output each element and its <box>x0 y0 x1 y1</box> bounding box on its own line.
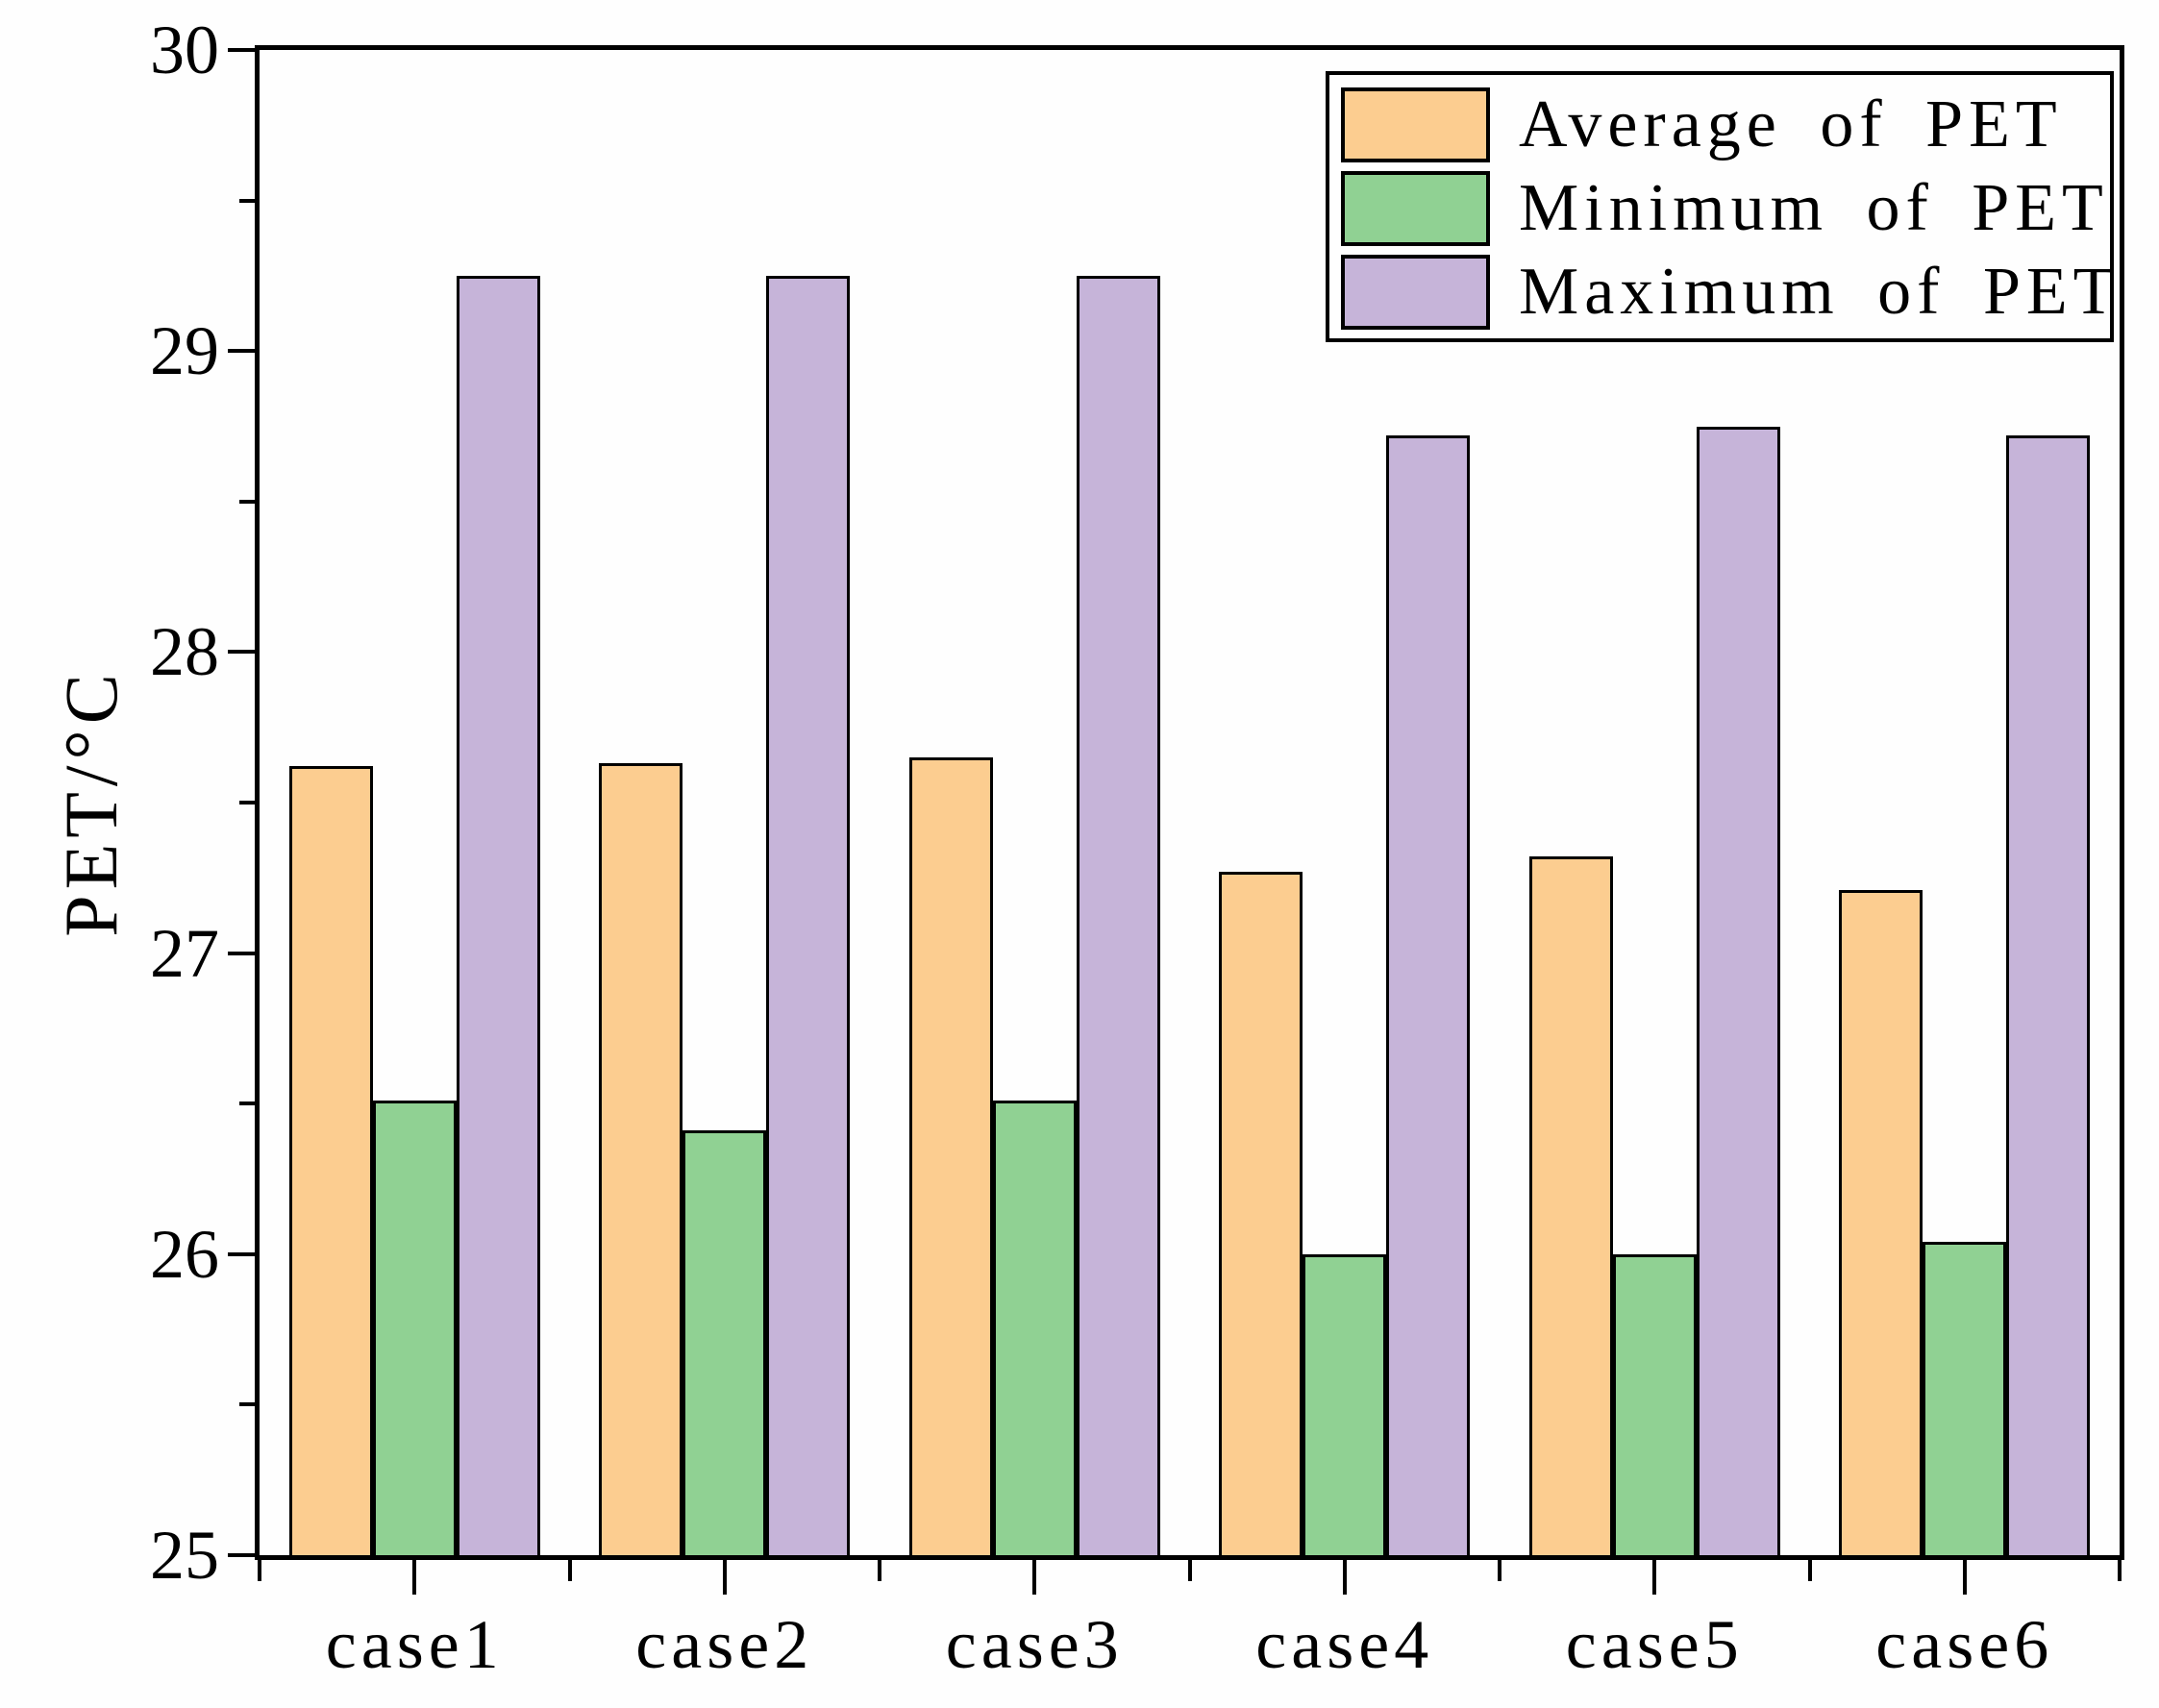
x-boundary-tick-2 <box>878 1560 881 1581</box>
bar-case4-average-of-pet <box>1219 872 1303 1555</box>
y-tick-label-25: 25 <box>150 1517 219 1594</box>
y-tick-label-30: 30 <box>150 12 219 88</box>
x-tick-label-case3: case3 <box>945 1606 1124 1683</box>
x-major-tick-case4 <box>1342 1560 1347 1595</box>
x-boundary-tick-0 <box>258 1560 261 1581</box>
legend-item-average: Average of PET <box>1341 87 2110 162</box>
legend-item-maximum: Maximum of PET <box>1341 255 2114 330</box>
legend: Average of PET Minimum of PET Maximum of… <box>1326 71 2114 342</box>
bar-case5-minimum-of-pet <box>1612 1253 1697 1555</box>
legend-label-average: Average of PET <box>1519 87 2063 161</box>
y-major-tick-26 <box>228 1251 255 1256</box>
bar-case5-average-of-pet <box>1528 856 1613 1555</box>
bar-case1-average-of-pet <box>288 766 373 1555</box>
y-tick-label-28: 28 <box>150 613 219 691</box>
x-boundary-tick-4 <box>1498 1560 1501 1581</box>
bar-case2-average-of-pet <box>599 763 683 1555</box>
y-major-tick-25 <box>228 1553 255 1557</box>
x-tick-label-case2: case2 <box>635 1606 814 1683</box>
x-tick-label-case1: case1 <box>325 1606 504 1683</box>
legend-item-minimum: Minimum of PET <box>1341 171 2110 246</box>
legend-swatch-minimum <box>1341 171 1490 246</box>
x-boundary-tick-5 <box>1807 1560 1812 1581</box>
bar-case4-maximum-of-pet <box>1386 434 1471 1555</box>
y-major-tick-30 <box>228 48 255 52</box>
y-minor-tick-28.5 <box>239 499 255 504</box>
bar-case5-maximum-of-pet <box>1696 426 1780 1555</box>
y-minor-tick-27.5 <box>239 801 255 804</box>
x-tick-label-case4: case4 <box>1255 1606 1434 1683</box>
y-major-tick-27 <box>228 951 255 955</box>
x-major-tick-case5 <box>1652 1560 1657 1595</box>
bar-case4-minimum-of-pet <box>1303 1253 1387 1555</box>
x-tick-label-case5: case5 <box>1565 1606 1744 1683</box>
y-major-tick-28 <box>228 650 255 655</box>
x-boundary-tick-6 <box>2118 1560 2122 1581</box>
x-tick-label-case6: case6 <box>1875 1606 2054 1683</box>
y-minor-tick-26.5 <box>239 1102 255 1106</box>
y-tick-label-29: 29 <box>150 312 219 390</box>
bar-case3-average-of-pet <box>908 757 993 1555</box>
bar-case6-maximum-of-pet <box>2006 434 2091 1555</box>
x-boundary-tick-1 <box>567 1560 572 1581</box>
y-minor-tick-25.5 <box>239 1402 255 1407</box>
y-axis-title: PET/°C <box>49 668 133 937</box>
x-boundary-tick-3 <box>1187 1560 1192 1581</box>
y-tick-label-27: 27 <box>150 914 219 992</box>
bar-case3-maximum-of-pet <box>1076 275 1160 1555</box>
x-major-tick-case2 <box>722 1560 727 1595</box>
y-major-tick-29 <box>228 349 255 354</box>
x-major-tick-case3 <box>1032 1560 1037 1595</box>
bar-case6-average-of-pet <box>1839 889 1923 1555</box>
legend-label-minimum: Minimum of PET <box>1519 171 2109 245</box>
y-tick-label-26: 26 <box>150 1215 219 1293</box>
plot-area: Average of PET Minimum of PET Maximum of… <box>228 45 2124 1595</box>
bar-case3-minimum-of-pet <box>992 1101 1077 1555</box>
bar-case2-maximum-of-pet <box>766 275 851 1555</box>
legend-label-maximum: Maximum of PET <box>1519 255 2121 329</box>
x-major-tick-case1 <box>412 1560 417 1595</box>
bar-case6-minimum-of-pet <box>1923 1242 2007 1555</box>
bar-case2-minimum-of-pet <box>682 1130 767 1555</box>
bar-case1-minimum-of-pet <box>372 1101 457 1555</box>
legend-swatch-maximum <box>1341 255 1490 330</box>
bar-case1-maximum-of-pet <box>456 275 540 1555</box>
y-minor-tick-29.5 <box>239 198 255 203</box>
x-major-tick-case6 <box>1962 1560 1967 1595</box>
legend-swatch-average <box>1341 87 1490 162</box>
